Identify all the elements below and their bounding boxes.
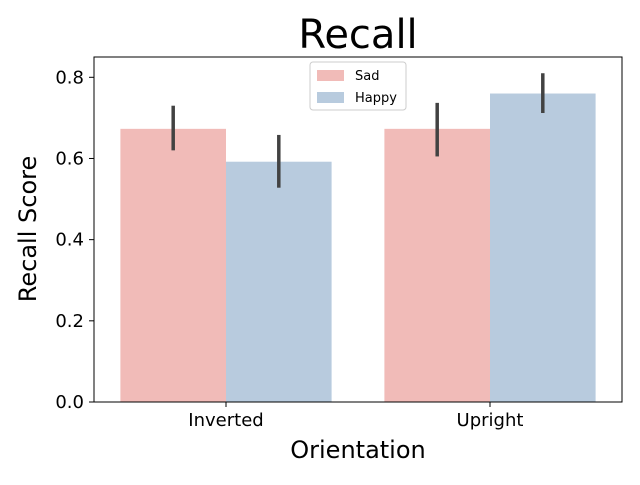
bar-happy-upright xyxy=(490,93,596,402)
y-tick-label: 0.2 xyxy=(55,311,84,332)
x-tick-label: Upright xyxy=(457,410,524,431)
plot-area: 0.0 0.2 0.4 0.6 0.8 Inverted Upright xyxy=(55,56,623,431)
y-tick-label: 0.6 xyxy=(55,148,84,169)
y-tick-label: 0.8 xyxy=(55,67,84,88)
bar-happy-inverted xyxy=(226,161,332,402)
y-axis-label: Recall Score xyxy=(14,156,42,302)
x-tick-label: Inverted xyxy=(188,410,263,431)
bar-sad-upright xyxy=(384,128,490,402)
legend-swatch-sad xyxy=(317,70,344,81)
legend-swatch-happy xyxy=(317,92,344,103)
x-axis-label: Orientation xyxy=(290,436,426,464)
plot-frame xyxy=(93,56,623,403)
legend-label-happy: Happy xyxy=(355,91,397,106)
legend-label-sad: Sad xyxy=(355,69,379,84)
y-tick-label: 0.0 xyxy=(55,392,84,413)
bar-sad-inverted xyxy=(120,128,226,402)
chart-title: Recall xyxy=(298,12,417,58)
y-tick-label: 0.4 xyxy=(55,230,84,251)
legend: Sad Happy xyxy=(309,61,407,111)
